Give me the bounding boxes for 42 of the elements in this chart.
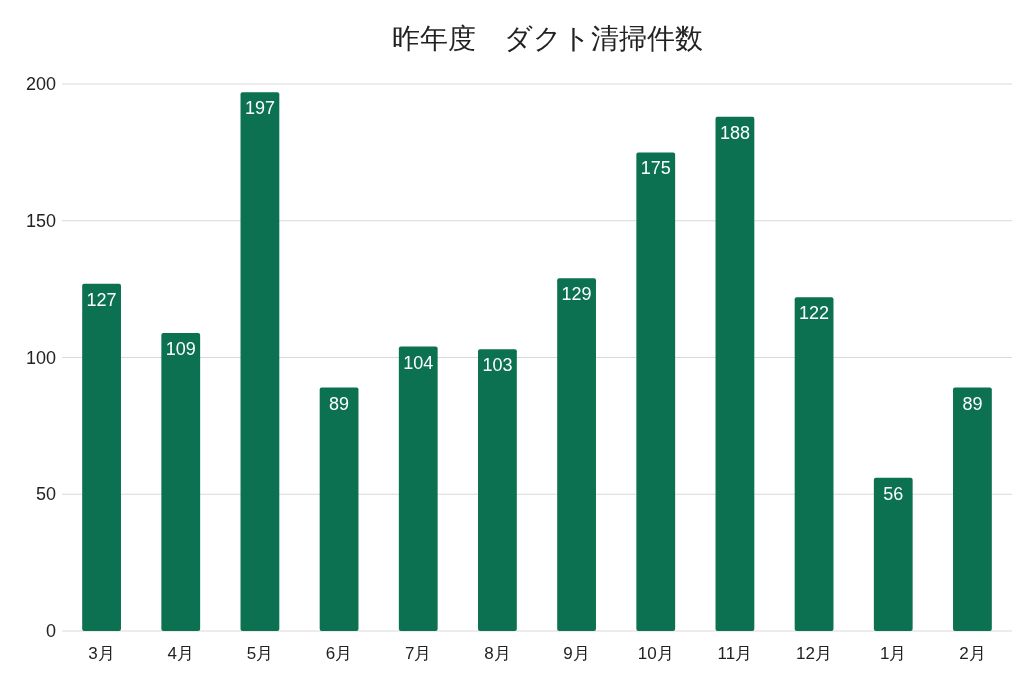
x-tick-label: 11月	[717, 644, 753, 663]
y-tick-label: 50	[35, 484, 56, 505]
y-tick-label: 100	[25, 347, 56, 368]
data-label: 89	[329, 393, 350, 414]
x-tick-label: 12月	[796, 644, 833, 663]
bar	[398, 346, 438, 631]
x-tick-label: 8月	[484, 644, 511, 663]
bar	[953, 387, 992, 631]
data-label: 197	[244, 98, 275, 119]
x-tick-label: 7月	[405, 644, 432, 663]
bar	[319, 387, 359, 631]
y-tick-label: 150	[25, 210, 56, 231]
data-label: 89	[962, 393, 983, 414]
x-tick-label: 1月	[880, 644, 907, 663]
data-label: 109	[165, 338, 196, 359]
data-label: 103	[482, 355, 513, 376]
bar	[557, 278, 596, 631]
x-tick-label: 9月	[563, 644, 590, 663]
data-label: 127	[86, 289, 117, 310]
data-label: 104	[403, 352, 434, 373]
y-tick-label: 200	[25, 74, 56, 94]
y-tick-label: 0	[45, 621, 56, 641]
x-tick-label: 3月	[88, 644, 115, 663]
data-label: 129	[561, 284, 592, 305]
bar	[636, 152, 676, 631]
data-label: 175	[640, 158, 671, 179]
bar	[794, 297, 834, 631]
bar	[240, 92, 280, 631]
data-label: 56	[883, 483, 904, 504]
x-tick-label: 4月	[167, 644, 194, 663]
bar	[715, 116, 755, 631]
x-tick-label: 2月	[959, 644, 986, 663]
chart-title: 昨年度 ダクト清掃件数	[391, 23, 703, 54]
x-tick-label: 5月	[246, 644, 274, 663]
x-tick-label: 6月	[325, 644, 353, 663]
x-tick-label: 10月	[637, 644, 674, 663]
bar	[478, 349, 517, 631]
bar	[161, 332, 201, 631]
bar	[873, 477, 913, 631]
bar	[82, 283, 121, 631]
data-label: 188	[719, 122, 750, 143]
data-label: 122	[799, 303, 830, 324]
